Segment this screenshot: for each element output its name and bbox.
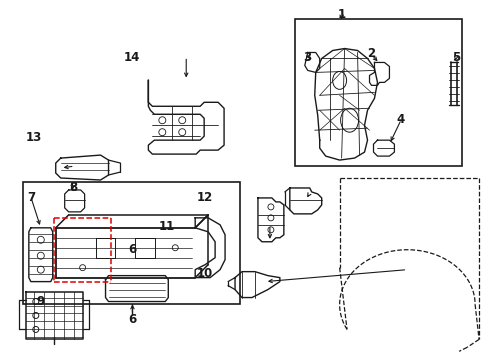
Text: 4: 4 [395,113,404,126]
Text: 9: 9 [37,296,45,309]
Text: 6: 6 [128,313,136,326]
Text: 3: 3 [302,51,310,64]
Text: 1: 1 [337,8,346,21]
Text: 6: 6 [128,243,136,256]
Text: 12: 12 [196,191,212,204]
Bar [23,182,240,303]
Text: 10: 10 [196,267,212,280]
Text: 11: 11 [158,220,174,233]
Bar [294,19,461,166]
Text: 7: 7 [27,191,35,204]
Text: 13: 13 [26,131,42,144]
Text: 5: 5 [451,51,460,64]
Text: 8: 8 [69,181,77,194]
Text: 14: 14 [123,51,140,64]
Text: 2: 2 [366,47,374,60]
